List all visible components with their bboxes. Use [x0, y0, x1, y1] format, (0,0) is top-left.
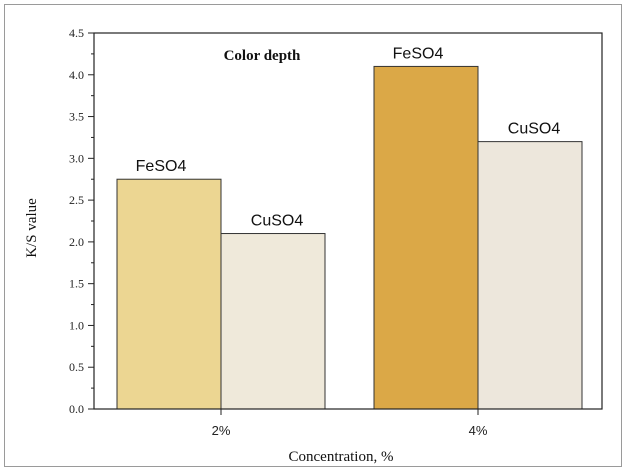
y-tick-label: 4.0 [69, 68, 84, 82]
y-axis-title: K/S value [24, 198, 40, 258]
bar-label: FeSO4 [393, 45, 444, 62]
x-tick-label: 2% [212, 423, 231, 438]
y-tick-label: 3.0 [69, 151, 84, 165]
bars: FeSO4 CuSO4 FeSO4 CuSO4 [116, 45, 583, 410]
y-tick-label: 2.0 [69, 235, 84, 249]
y-tick-label: 0.0 [69, 402, 84, 416]
bar [220, 233, 326, 410]
bar-label: CuSO4 [508, 121, 561, 138]
y-tick-label: 2.5 [69, 193, 84, 207]
chart-title: Color depth [224, 48, 301, 64]
y-tick-label: 0.5 [69, 360, 84, 374]
x-axis-title: Concentration, % [289, 449, 394, 465]
axes: 0.0 0.5 1.0 1.5 2.0 2.5 3.0 3.5 4.0 4.5 2% 4% [69, 26, 603, 438]
bar [373, 65, 479, 410]
bar-label: FeSO4 [136, 158, 187, 175]
y-tick-label: 3.5 [69, 110, 84, 124]
y-ticks: 0.0 0.5 1.0 1.5 2.0 2.5 3.0 3.5 4.0 4.5 [69, 26, 94, 416]
x-ticks: 2% 4% [212, 409, 488, 438]
bar [477, 141, 583, 410]
y-tick-label: 1.0 [69, 318, 84, 332]
y-tick-label: 1.5 [69, 277, 84, 291]
y-tick-label: 4.5 [69, 26, 84, 40]
bar [116, 178, 222, 410]
x-tick-label: 4% [469, 423, 488, 438]
bar-label: CuSO4 [251, 213, 304, 230]
